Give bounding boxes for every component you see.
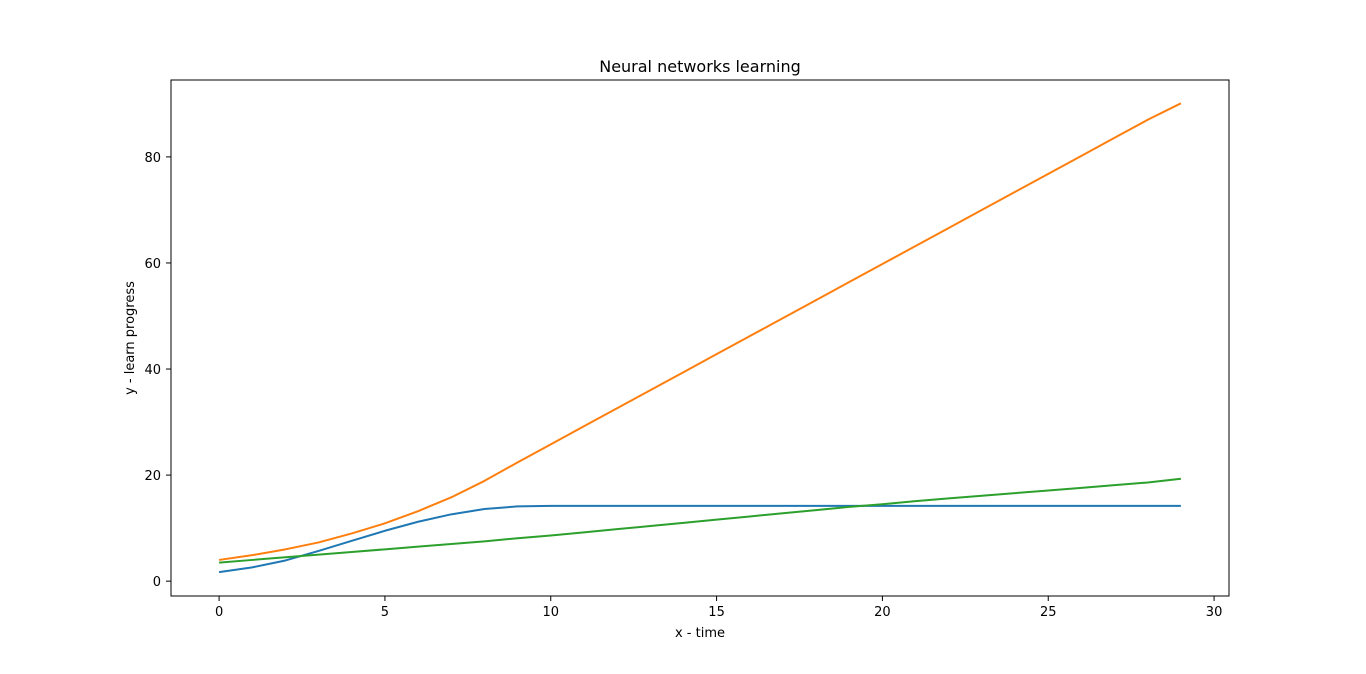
x-tick-label: 10: [542, 605, 559, 620]
x-tick-label: 5: [381, 605, 389, 620]
series-line-2: [218, 102, 1182, 561]
chart-title: Neural networks learning: [599, 57, 801, 76]
x-tick-label: 20: [874, 605, 891, 620]
x-axis-ticks: 0 5 10 15 20 25 30: [215, 596, 1222, 620]
x-tick-label: 25: [1040, 605, 1057, 620]
y-axis-ticks: 0 20 40 60 80: [144, 151, 171, 590]
x-tick-label: 30: [1206, 605, 1223, 620]
y-tick-label: 20: [144, 469, 161, 484]
plot-area-frame: [170, 79, 1230, 597]
series-layer: [218, 102, 1182, 574]
y-axis-label: y - learn progress: [123, 281, 138, 395]
series-line-1: [218, 504, 1181, 574]
series-line-3: [219, 477, 1182, 564]
y-tick-label: 80: [144, 151, 161, 166]
x-tick-label: 0: [215, 605, 223, 620]
y-tick-label: 40: [144, 363, 161, 378]
x-axis-label: x - time: [675, 626, 725, 641]
x-tick-label: 15: [708, 605, 725, 620]
y-tick-label: 60: [144, 257, 161, 272]
y-tick-label: 0: [153, 575, 161, 590]
